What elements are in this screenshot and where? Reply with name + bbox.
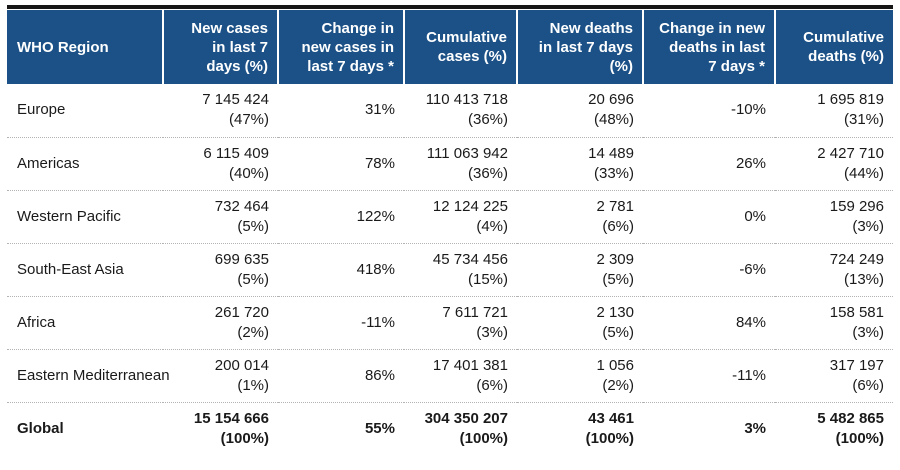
change-new-cases-cell: 122%	[278, 189, 404, 243]
col-header-cumulative-deaths: Cumulative deaths (%)	[774, 10, 893, 84]
new-cases-cell: 15 154 666 (100%)	[163, 401, 278, 455]
table-row-global: Global 15 154 666 (100%) 55% 304 350 207 (100…	[7, 401, 893, 455]
table-row-eastern-mediterranean: Eastern Mediterranean 200 014 (1%) 86% 17 40…	[7, 348, 893, 402]
table-row-americas: Americas 6 115 409 (40%) 78% 111 063 942 (36%…	[7, 136, 893, 190]
change-new-deaths-cell: -11%	[643, 348, 775, 402]
new-deaths-cell: 2 130 (5%)	[517, 295, 643, 349]
col-header-cumulative-cases: Cumulative cases (%)	[403, 10, 517, 84]
change-new-cases-cell: 418%	[278, 242, 404, 296]
new-deaths-cell: 20 696 (48%)	[588, 91, 634, 129]
change-new-deaths-cell: 84%	[643, 295, 775, 349]
region-cell: Africa	[7, 295, 163, 349]
who-region-table: WHO Region New cases in last 7 days (%) …	[7, 10, 893, 455]
col-header-new-deaths: New deaths in last 7 days (%)	[516, 10, 643, 84]
change-new-deaths-cell: -10%	[730, 101, 766, 119]
table-header: WHO Region New cases in last 7 days (%) …	[7, 10, 893, 84]
table-row-western-pacific: Western Pacific 732 464 (5%) 122% 12 124 225…	[7, 189, 893, 243]
cumulative-cases-cell: 12 124 225 (4%)	[404, 189, 517, 243]
change-new-cases-cell: 78%	[278, 136, 404, 190]
new-cases-cell: 699 635 (5%)	[163, 242, 278, 296]
cumulative-deaths-cell: 724 249 (13%)	[775, 242, 893, 296]
region-cell: Western Pacific	[7, 189, 163, 243]
new-cases-cell: 732 464 (5%)	[163, 189, 278, 243]
table-header-row: WHO Region New cases in last 7 days (%) …	[7, 10, 893, 84]
change-new-deaths-cell: 3%	[643, 401, 775, 455]
cumulative-deaths-cell: 2 427 710 (44%)	[775, 136, 893, 190]
region-cell: Global	[7, 401, 163, 455]
new-cases-cell: 6 115 409 (40%)	[163, 136, 278, 190]
change-new-deaths-cell: -6%	[643, 242, 775, 296]
table-row-africa: Africa 261 720 (2%) -11% 7 611 721 (3%) 2 130(…	[7, 295, 893, 349]
change-new-cases-cell: -11%	[278, 295, 404, 349]
cumulative-deaths-cell: 317 197 (6%)	[775, 348, 893, 402]
cumulative-cases-cell: 304 350 207 (100%)	[404, 401, 517, 455]
change-new-cases-cell: 86%	[278, 348, 404, 402]
cumulative-cases-cell: 7 611 721 (3%)	[404, 295, 517, 349]
cumulative-deaths-cell: 158 581 (3%)	[775, 295, 893, 349]
new-deaths-cell: 43 461 (100%)	[517, 401, 643, 455]
col-header-change-new-deaths: Change in new deaths in last 7 days *	[642, 10, 775, 84]
change-new-cases-cell: 31%	[364, 101, 395, 119]
cumulative-cases-cell: 17 401 381 (6%)	[404, 348, 517, 402]
new-deaths-cell: 14 489 (33%)	[517, 136, 643, 190]
table-body: Europe 7 145 424 (47%) 31% 110 413 718 (36%) 2…	[7, 84, 893, 455]
change-new-deaths-cell: 0%	[643, 189, 775, 243]
col-header-new-cases: New cases in last 7 days (%)	[162, 10, 278, 84]
col-header-change-new-cases: Change in new cases in last 7 days *	[277, 10, 404, 84]
new-cases-cell: 7 145 424 (47%)	[202, 91, 269, 129]
cumulative-cases-cell: 111 063 942 (36%)	[404, 136, 517, 190]
cumulative-deaths-cell: 5 482 865 (100%)	[775, 401, 893, 455]
col-header-who-region: WHO Region	[7, 10, 163, 84]
cumulative-deaths-cell: 159 296 (3%)	[775, 189, 893, 243]
change-new-deaths-cell: 26%	[643, 136, 775, 190]
cumulative-cases-cell: 110 413 718 (36%)	[425, 91, 508, 129]
region-cell: Europe	[17, 101, 66, 119]
region-cell: Americas	[7, 136, 163, 190]
new-deaths-cell: 2 781 (6%)	[517, 189, 643, 243]
region-cell: South-East Asia	[7, 242, 163, 296]
new-cases-cell: 261 720 (2%)	[163, 295, 278, 349]
table-top-rule	[7, 5, 893, 9]
new-cases-cell: 200 014 (1%)	[163, 348, 278, 402]
who-region-table-container: WHO Region New cases in last 7 days (%) …	[7, 5, 893, 455]
change-new-cases-cell: 55%	[278, 401, 404, 455]
cumulative-cases-cell: 45 734 456 (15%)	[404, 242, 517, 296]
new-deaths-cell: 2 309 (5%)	[517, 242, 643, 296]
cumulative-deaths-cell: 1 695 819 (31%)	[817, 91, 884, 129]
region-cell: Eastern Mediterranean	[7, 348, 170, 402]
table-row-south-east-asia: South-East Asia 699 635 (5%) 418% 45 734 456…	[7, 242, 893, 296]
table-row-europe: Europe 7 145 424 (47%) 31% 110 413 718 (36%) 2…	[7, 84, 893, 137]
new-deaths-cell: 1 056 (2%)	[517, 348, 643, 402]
